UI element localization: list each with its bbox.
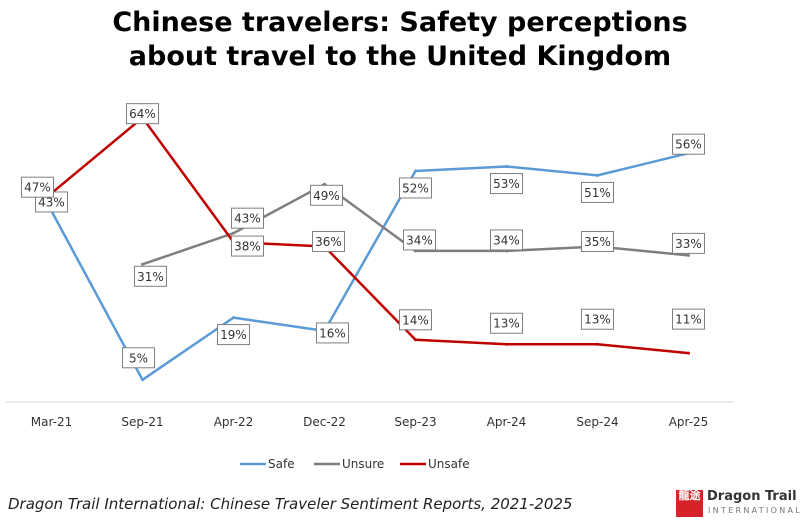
data-label-text: 47% [24, 181, 51, 195]
data-label-text: 51% [584, 186, 611, 200]
data-label-safe: 53% [490, 173, 523, 195]
data-label-text: 38% [234, 240, 261, 254]
data-label-unsure: 43% [231, 207, 264, 229]
series-line-safe [50, 151, 689, 382]
data-label-text: 56% [675, 138, 702, 152]
brand-subtitle: INTERNATIONAL [708, 506, 800, 515]
data-label-text: 34% [493, 233, 520, 247]
series-lines [50, 116, 690, 382]
legend-label: Unsure [342, 457, 384, 471]
legend-item-unsafe: Unsafe [400, 457, 470, 471]
data-point-safe [414, 169, 417, 173]
data-point-unsafe [505, 342, 508, 346]
x-tick-label: Apr-25 [669, 415, 709, 429]
data-label-safe: 16% [316, 322, 349, 344]
data-point-unsafe [687, 351, 690, 355]
data-point-safe [596, 173, 599, 177]
brand-name: Dragon Trail [707, 489, 797, 504]
logo-mark-icon: 龍途 [676, 490, 703, 517]
data-labels: 43% 5% 19% 16% 52% 53% 51% 56% 31% 43% 49% 34% 34% 35… [21, 103, 705, 369]
data-label-unsure: 35% [581, 231, 614, 252]
data-point-unsafe [414, 338, 417, 342]
x-axis: Mar-21 Sep-21 Apr-22 Dec-22 Sep-23 Apr-24 Sep-… [6, 401, 734, 429]
x-tick-label: Sep-23 [394, 415, 436, 429]
series-line-unsafe [50, 116, 689, 355]
data-point-unsure [232, 231, 235, 235]
data-label-safe: 5% [122, 347, 155, 369]
x-tick-label: Sep-24 [576, 415, 618, 429]
data-label-unsafe: 11% [672, 308, 705, 330]
data-label-unsure: 34% [490, 229, 523, 251]
data-label-unsure: 33% [672, 232, 705, 254]
data-label-text: 33% [675, 237, 702, 251]
x-tick-label: Apr-22 [214, 415, 254, 429]
data-label-text: 43% [234, 212, 261, 226]
data-label-unsafe: 36% [312, 231, 345, 252]
x-tick-label: Dec-22 [303, 415, 346, 429]
data-label-text: 11% [675, 313, 702, 327]
data-label-text: 31% [137, 270, 164, 284]
data-label-safe: 52% [399, 177, 432, 199]
data-point-safe [141, 378, 144, 382]
data-label-text: 52% [402, 181, 429, 195]
data-label-text: 43% [38, 195, 65, 209]
data-label-text: 13% [584, 313, 611, 327]
data-label-text: 16% [319, 326, 346, 340]
legend-item-safe: Safe [240, 457, 295, 471]
data-label-safe: 19% [217, 324, 250, 346]
data-label-text: 64% [129, 107, 156, 121]
data-label-text: 14% [402, 313, 429, 327]
legend-item-unsure: Unsure [314, 457, 384, 471]
data-label-text: 19% [220, 328, 247, 342]
data-point-safe [232, 316, 235, 320]
data-label-text: 35% [584, 235, 611, 249]
dragon-trail-logo: 龍途 Dragon Trail INTERNATIONAL [676, 489, 800, 523]
data-label-text: 49% [313, 189, 340, 203]
x-tick-label: Mar-21 [31, 415, 72, 429]
data-label-text: 36% [315, 235, 342, 249]
x-tick-label: Apr-24 [487, 415, 527, 429]
data-point-unsafe [596, 342, 599, 346]
data-label-unsure: 49% [310, 184, 343, 206]
legend-label: Safe [268, 457, 295, 471]
data-label-safe: 51% [581, 181, 614, 203]
legend: Safe Unsure Unsafe [240, 457, 470, 471]
data-label-unsure: 31% [134, 265, 167, 287]
source-note: Dragon Trail International: Chinese Trav… [8, 495, 573, 513]
data-label-safe: 43% [35, 191, 68, 213]
data-point-unsure [141, 262, 144, 266]
data-label-unsure: 34% [403, 229, 436, 251]
data-label-unsafe: 14% [399, 309, 432, 331]
x-tick-label: Sep-21 [121, 415, 163, 429]
legend-label: Unsafe [428, 457, 470, 471]
data-label-safe: 56% [672, 133, 705, 155]
data-label-unsafe: 38% [231, 235, 264, 257]
data-label-unsafe: 64% [126, 103, 159, 125]
chart-title-line-1: Chinese travelers: Safety perceptions [112, 7, 688, 38]
data-point-unsure [687, 253, 690, 257]
chart-title-line-2: about travel to the United Kingdom [128, 41, 672, 72]
chart-title: Chinese travelers: Safety perceptions ab… [0, 6, 800, 74]
data-label-unsafe: 13% [581, 308, 614, 330]
data-label-unsafe: 13% [490, 312, 523, 334]
data-label-text: 53% [493, 177, 520, 191]
data-label-text: 13% [493, 317, 520, 331]
data-label-unsafe: 47% [21, 176, 54, 198]
data-point-safe [505, 165, 508, 169]
data-label-text: 34% [406, 233, 433, 247]
data-label-text: 5% [129, 351, 148, 365]
